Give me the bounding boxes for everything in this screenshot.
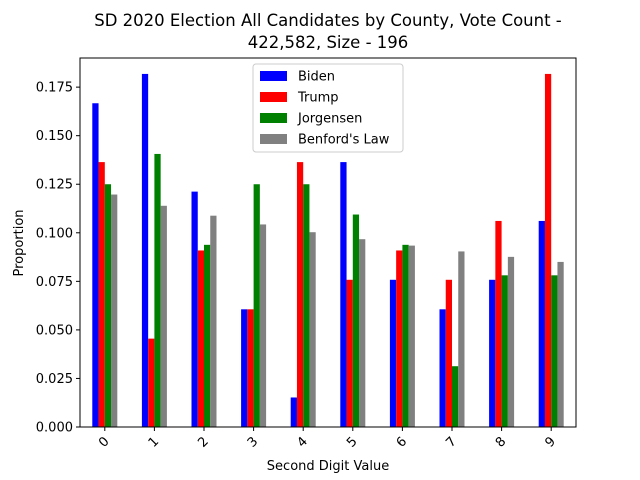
y-tick-label: 0.075 <box>36 275 73 290</box>
bar-jorgensen-5 <box>352 214 360 427</box>
bar-jorgensen-0 <box>104 184 112 427</box>
bar-jorgensen-7 <box>452 366 459 427</box>
legend-swatch-trump <box>260 92 287 102</box>
bar-trump-6 <box>396 250 403 427</box>
x-tick-label: 8 <box>493 434 509 450</box>
y-tick-label: 0.100 <box>36 226 73 241</box>
bar-jorgensen-9 <box>551 275 558 427</box>
bars-layer <box>92 73 564 428</box>
legend-swatch-biden <box>260 71 287 81</box>
bar-biden-8 <box>489 279 496 427</box>
y-tick-label: 0.050 <box>36 323 73 338</box>
y-tick-label: 0.000 <box>36 421 73 436</box>
bar-biden-5 <box>340 162 347 427</box>
legend-label-benford-s-law: Benford's Law <box>298 133 390 148</box>
bar-jorgensen-4 <box>303 184 310 427</box>
x-tick-label: 5 <box>344 434 360 450</box>
bar-trump-0 <box>98 162 105 427</box>
bar-biden-2 <box>191 191 198 427</box>
chart-title-line-1: SD 2020 Election All Candidates by Count… <box>94 11 562 30</box>
x-tick-label: 0 <box>96 434 112 450</box>
bar-biden-0 <box>92 103 99 427</box>
bar-benford-s-law-0 <box>111 194 118 427</box>
chart-title-line-2: 422,582, Size - 196 <box>247 33 409 52</box>
legend-frame <box>252 63 404 153</box>
bar-benford-s-law-3 <box>259 224 267 427</box>
bar-biden-7 <box>439 309 446 427</box>
x-axis-label: Second Digit Value <box>267 459 389 474</box>
bar-trump-4 <box>296 162 304 427</box>
bar-jorgensen-1 <box>154 153 161 427</box>
bar-trump-8 <box>495 220 502 427</box>
bar-biden-6 <box>389 279 397 427</box>
x-tick-label: 7 <box>443 434 459 450</box>
legend-label-biden: Biden <box>298 70 335 85</box>
y-tick-label: 0.175 <box>36 81 73 96</box>
legend-label-trump: Trump <box>297 91 339 106</box>
bar-benford-s-law-7 <box>458 251 465 427</box>
bar-benford-s-law-2 <box>210 215 217 427</box>
bar-benford-s-law-5 <box>359 239 366 427</box>
x-tick-label: 6 <box>394 434 410 450</box>
legend-swatch-benford-s-law <box>260 134 287 144</box>
y-tick-label: 0.025 <box>36 372 73 387</box>
bar-jorgensen-3 <box>253 184 260 427</box>
x-tick-label: 2 <box>195 434 211 450</box>
y-tick-label: 0.150 <box>36 129 73 144</box>
bar-trump-7 <box>445 279 452 427</box>
bar-biden-9 <box>538 220 545 427</box>
bar-trump-2 <box>197 250 204 427</box>
y-tick-label: 0.125 <box>36 178 73 193</box>
bar-jorgensen-8 <box>501 275 508 427</box>
y-axis-label: Proportion <box>12 209 27 276</box>
legend: Biden Trump Jorgensen Benford's Law <box>252 63 404 153</box>
bar-benford-s-law-4 <box>309 232 316 427</box>
x-tick-label: 3 <box>245 434 261 450</box>
plot-frame <box>79 57 577 428</box>
legend-swatch-jorgensen <box>260 113 287 123</box>
bar-biden-3 <box>241 309 248 427</box>
bar-benford-s-law-8 <box>507 256 515 427</box>
bar-trump-9 <box>544 73 552 428</box>
bar-trump-3 <box>247 309 254 427</box>
bar-trump-5 <box>346 279 353 427</box>
bar-trump-1 <box>148 338 155 427</box>
x-tick-label: 4 <box>294 434 310 450</box>
bar-jorgensen-2 <box>204 244 211 427</box>
bar-benford-s-law-1 <box>160 205 167 427</box>
bar-biden-1 <box>141 73 149 428</box>
bar-benford-s-law-9 <box>557 261 564 427</box>
bar-biden-4 <box>290 397 297 427</box>
bar-benford-s-law-6 <box>408 245 415 427</box>
x-tick-label: 9 <box>542 434 558 450</box>
legend-label-jorgensen: Jorgensen <box>297 112 362 127</box>
bar-jorgensen-6 <box>402 244 409 427</box>
x-tick-label: 1 <box>146 434 162 450</box>
